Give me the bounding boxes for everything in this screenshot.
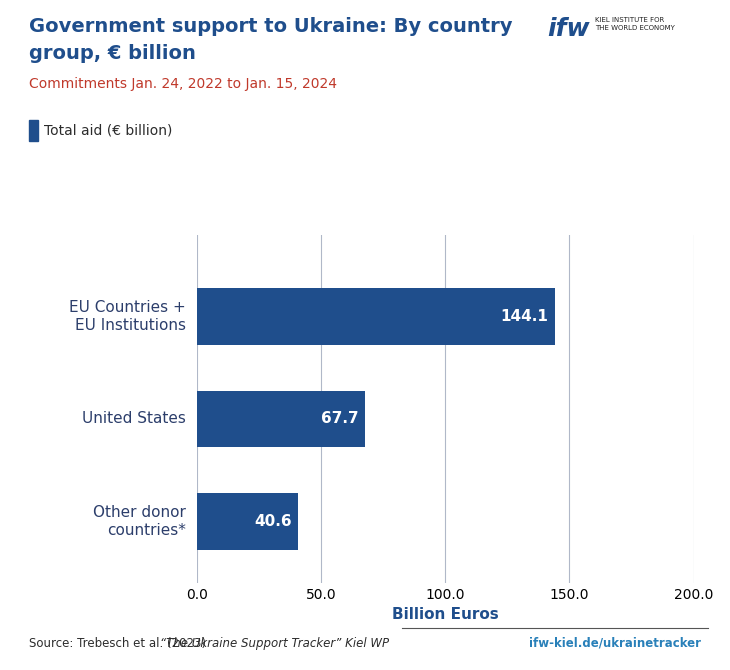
Text: 67.7: 67.7 — [321, 411, 359, 426]
Text: ifw: ifw — [548, 17, 590, 41]
Bar — [29, 120, 39, 141]
Text: ifw-kiel.de/ukrainetracker: ifw-kiel.de/ukrainetracker — [529, 637, 701, 650]
Bar — [197, 493, 298, 549]
Bar — [197, 288, 555, 344]
Text: Government support to Ukraine: By country: Government support to Ukraine: By countr… — [29, 17, 512, 36]
Text: Commitments Jan. 24, 2022 to Jan. 15, 2024: Commitments Jan. 24, 2022 to Jan. 15, 20… — [29, 77, 337, 91]
Text: Total aid (€ billion): Total aid (€ billion) — [44, 124, 172, 137]
Text: Source: Trebesch et al. (2023): Source: Trebesch et al. (2023) — [29, 637, 210, 650]
Bar — [197, 391, 365, 447]
Text: “The Ukraine Support Tracker” Kiel WP: “The Ukraine Support Tracker” Kiel WP — [161, 637, 390, 650]
Text: group, € billion: group, € billion — [29, 44, 196, 62]
Text: KIEL INSTITUTE FOR
THE WORLD ECONOMY: KIEL INSTITUTE FOR THE WORLD ECONOMY — [595, 17, 675, 31]
Text: 144.1: 144.1 — [501, 309, 548, 324]
Text: 40.6: 40.6 — [254, 514, 292, 529]
X-axis label: Billion Euros: Billion Euros — [392, 607, 499, 622]
